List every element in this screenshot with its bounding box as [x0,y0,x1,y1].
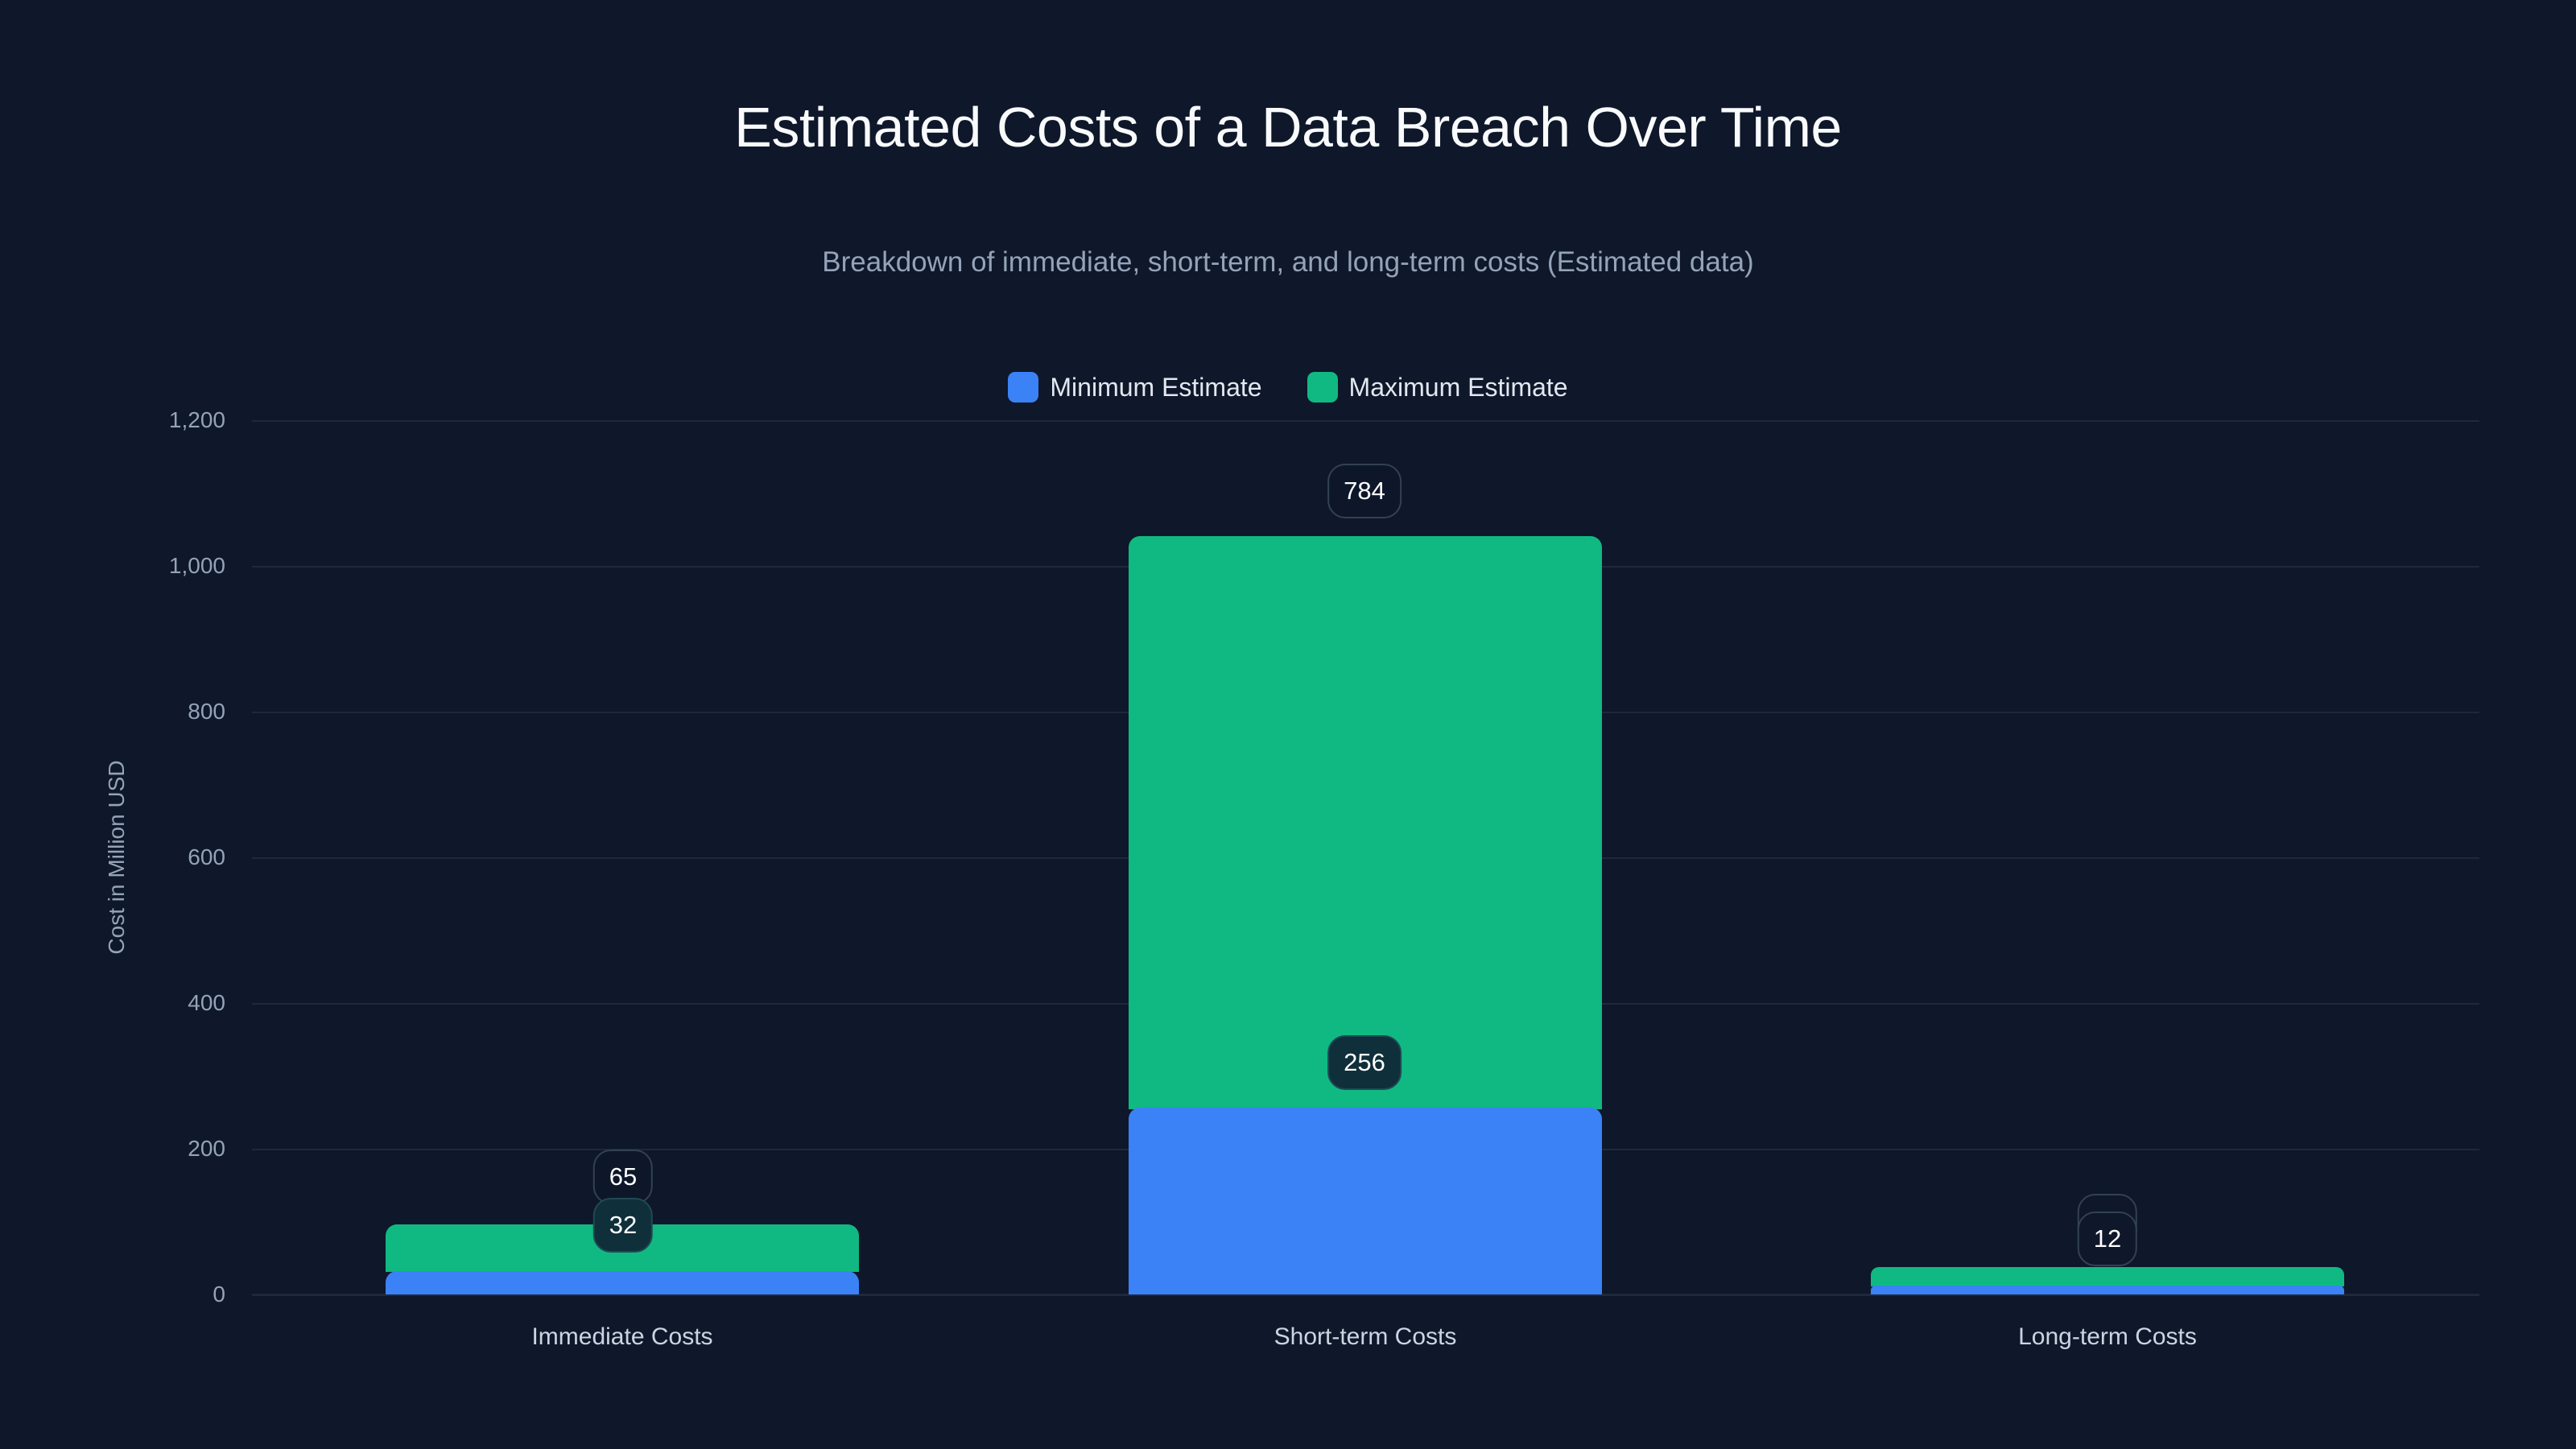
y-tick-600: 600 [188,844,225,869]
plot-area [252,420,2479,1296]
value-label-immediate-maximum: 65 [592,1150,654,1204]
y-tick-400: 400 [188,990,225,1015]
value-label-immediate-minimum: 32 [592,1198,654,1253]
y-tick-200: 200 [188,1136,225,1161]
legend-item-minimum[interactable]: Minimum Estimate [1008,372,1262,402]
bar-shortterm-maximum[interactable] [1129,536,1602,1109]
legend: Minimum Estimate Maximum Estimate [0,372,2576,402]
x-label-shortterm: Short-term Costs [1274,1323,1457,1350]
bar-immediate-minimum[interactable] [386,1271,859,1294]
value-label-shortterm-minimum: 256 [1327,1035,1402,1090]
bar-shortterm-minimum[interactable] [1129,1108,1602,1294]
legend-swatch-maximum-icon [1307,372,1338,402]
y-tick-1200: 1,200 [168,407,225,432]
x-axis-baseline [252,1294,2479,1296]
legend-swatch-minimum-icon [1008,372,1039,402]
bar-longterm-minimum[interactable] [1871,1286,2344,1294]
y-tick-1000: 1,000 [168,553,225,578]
chart-subtitle: Breakdown of immediate, short-term, and … [822,246,1754,278]
gridline-1200 [252,420,2479,422]
y-tick-800: 800 [188,699,225,724]
bar-longterm-maximum[interactable] [1871,1267,2344,1286]
legend-label-maximum: Maximum Estimate [1348,372,1568,402]
legend-item-maximum[interactable]: Maximum Estimate [1307,372,1568,402]
value-label-shortterm-maximum: 784 [1327,464,1402,518]
legend-label-minimum: Minimum Estimate [1050,372,1262,402]
y-tick-0: 0 [213,1282,225,1307]
value-label-longterm-minimum: 12 [2077,1212,2138,1266]
chart-title: Estimated Costs of a Data Breach Over Ti… [734,96,1842,159]
x-label-immediate: Immediate Costs [531,1323,713,1350]
x-label-longterm: Long-term Costs [2018,1323,2197,1350]
